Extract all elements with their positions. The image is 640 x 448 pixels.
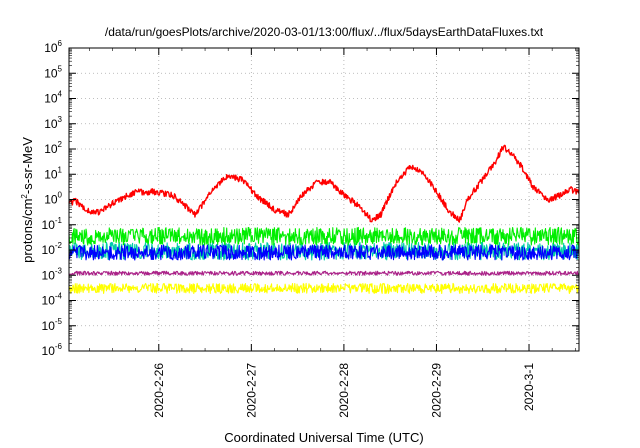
axis-ticks	[69, 47, 579, 352]
x-tick-label: 2020-2-27	[244, 363, 258, 418]
y-tick-label: 103	[44, 115, 62, 131]
y-tick-label: 104	[44, 90, 62, 106]
y-tick-label: 106	[44, 39, 62, 55]
series-line	[68, 226, 580, 246]
series-layer	[68, 144, 580, 295]
chart-title: /data/run/goesPlots/archive/2020-03-01/1…	[105, 25, 544, 39]
series-line	[68, 282, 580, 295]
y-tick-label: 10-5	[42, 317, 63, 333]
y-axis-label: protons/cm2-s-sr-MeV	[20, 137, 35, 263]
x-tick-labels: 2020-2-26 2020-2-27 2020-2-28 2020-2-29 2020…	[152, 363, 536, 418]
y-tick-label: 10-3	[42, 266, 63, 282]
y-tick-label: 10-4	[42, 292, 63, 308]
y-tick-label: 101	[44, 165, 62, 181]
x-tick-label: 2020-2-29	[429, 363, 443, 418]
x-tick-label: 2020-3-1	[522, 363, 536, 411]
series-line	[68, 270, 580, 276]
x-tick-label: 2020-2-28	[337, 363, 351, 418]
series-line	[68, 244, 580, 261]
y-tick-labels: 10-6 10-5 10-4 10-3 10-2 10-1 100 101 102 103 104 1…	[42, 39, 63, 358]
y-tick-label: 10-2	[42, 241, 63, 257]
y-tick-label: 105	[44, 64, 62, 80]
x-tick-label: 2020-2-26	[152, 363, 166, 418]
y-tick-label: 10-1	[42, 216, 63, 232]
y-tick-label: 100	[44, 191, 62, 207]
y-tick-label: 102	[44, 140, 62, 156]
y-tick-label: 10-6	[42, 342, 63, 358]
x-axis-label: Coordinated Universal Time (UTC)	[224, 430, 423, 445]
grid-lines	[69, 48, 579, 351]
series-line	[68, 144, 580, 223]
